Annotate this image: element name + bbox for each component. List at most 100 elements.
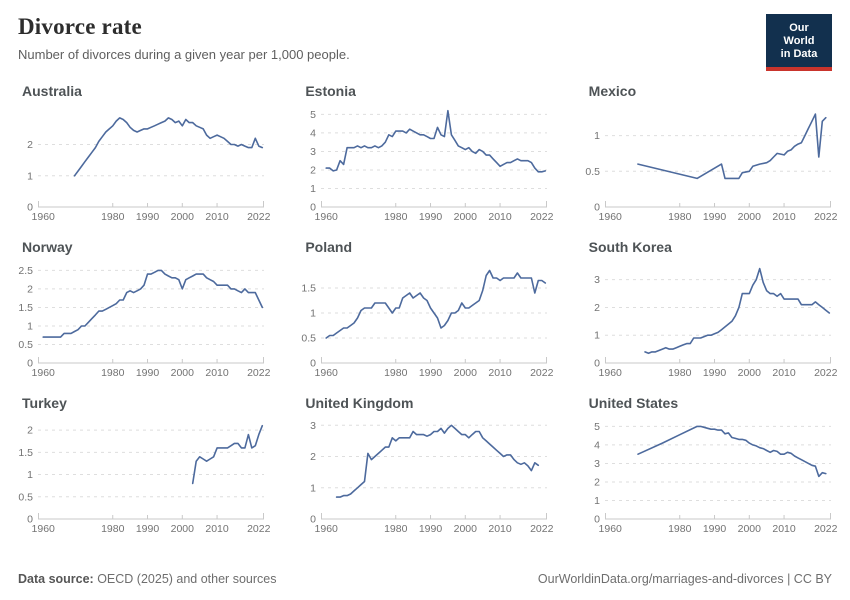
svg-text:2022: 2022 xyxy=(814,211,838,223)
svg-text:0: 0 xyxy=(594,514,600,526)
svg-text:2010: 2010 xyxy=(489,211,513,223)
svg-text:1990: 1990 xyxy=(419,523,443,535)
svg-text:1960: 1960 xyxy=(598,367,622,379)
svg-text:2000: 2000 xyxy=(454,523,478,535)
svg-text:2: 2 xyxy=(27,425,33,437)
chart-title: Norway xyxy=(22,239,73,255)
chart-title: Mexico xyxy=(588,83,637,99)
svg-text:1: 1 xyxy=(594,330,600,342)
owid-logo[interactable]: Our World in Data xyxy=(766,14,832,71)
svg-text:1960: 1960 xyxy=(32,523,56,535)
svg-text:2: 2 xyxy=(310,451,316,463)
svg-text:1980: 1980 xyxy=(101,367,125,379)
svg-text:3: 3 xyxy=(594,274,600,286)
svg-text:2022: 2022 xyxy=(814,367,838,379)
svg-text:0: 0 xyxy=(310,514,316,526)
attribution-link[interactable]: OurWorldinData.org/marriages-and-divorce… xyxy=(537,572,832,586)
line-chart: 0 1 2 3 4 5 1960 1980 1990 2000 2010 2022 xyxy=(594,421,837,535)
svg-text:0.5: 0.5 xyxy=(585,166,600,178)
svg-text:2010: 2010 xyxy=(772,211,796,223)
svg-text:0.5: 0.5 xyxy=(18,339,33,351)
svg-text:1: 1 xyxy=(310,308,316,320)
svg-text:2022: 2022 xyxy=(530,367,554,379)
svg-text:1.5: 1.5 xyxy=(18,447,33,459)
chart-title: South Korea xyxy=(588,239,672,255)
line-chart: 0 1 2 3 1960 1980 1990 2000 2010 2022 xyxy=(310,420,553,535)
svg-text:2: 2 xyxy=(310,164,316,176)
svg-text:0: 0 xyxy=(27,358,33,370)
svg-text:0: 0 xyxy=(310,202,316,214)
chart-cell-united-kingdom: United Kingdom 0 1 2 3 1960 1980 1990 2000 2010 2… xyxy=(295,395,554,537)
svg-text:1990: 1990 xyxy=(419,211,443,223)
svg-text:2010: 2010 xyxy=(772,367,796,379)
svg-text:3: 3 xyxy=(310,146,316,158)
svg-text:1980: 1980 xyxy=(101,211,125,223)
chart-title: Turkey xyxy=(22,395,67,411)
svg-text:1960: 1960 xyxy=(598,211,622,223)
svg-text:1990: 1990 xyxy=(419,367,443,379)
svg-text:4: 4 xyxy=(310,127,316,139)
header-titles: Divorce rate Number of divorces during a… xyxy=(18,14,350,62)
svg-text:2000: 2000 xyxy=(737,211,761,223)
svg-text:1: 1 xyxy=(594,130,600,142)
svg-text:1980: 1980 xyxy=(668,211,692,223)
svg-text:0: 0 xyxy=(594,202,600,214)
svg-text:2000: 2000 xyxy=(737,367,761,379)
svg-text:1990: 1990 xyxy=(136,211,160,223)
svg-text:1980: 1980 xyxy=(668,523,692,535)
svg-text:2022: 2022 xyxy=(247,211,271,223)
svg-text:1980: 1980 xyxy=(101,523,125,535)
line-chart: 0 1 2 3 4 5 1960 1980 1990 2000 2010 2022 xyxy=(310,109,553,223)
svg-text:2010: 2010 xyxy=(489,523,513,535)
svg-text:2: 2 xyxy=(594,302,600,314)
svg-text:2000: 2000 xyxy=(171,523,195,535)
line-chart: 0 0.5 1 1.5 2 2.5 1960 1980 1990 2000 2010 2022 xyxy=(18,265,270,379)
svg-text:1: 1 xyxy=(27,320,33,332)
svg-text:2010: 2010 xyxy=(489,367,513,379)
svg-text:1990: 1990 xyxy=(702,367,726,379)
charts-grid: Australia 0 1 2 1960 1980 1990 2000 2010 2022 Es… xyxy=(0,83,850,537)
svg-text:1: 1 xyxy=(27,469,33,481)
svg-text:2022: 2022 xyxy=(247,367,271,379)
svg-text:1.5: 1.5 xyxy=(302,283,317,295)
data-source-value: OECD (2025) and other sources xyxy=(93,572,277,586)
svg-text:1980: 1980 xyxy=(384,211,408,223)
svg-text:1960: 1960 xyxy=(315,367,339,379)
header: Divorce rate Number of divorces during a… xyxy=(0,0,850,71)
chart-title: Poland xyxy=(305,239,352,255)
svg-text:2.5: 2.5 xyxy=(18,265,33,277)
svg-text:2022: 2022 xyxy=(814,523,838,535)
svg-text:5: 5 xyxy=(594,421,600,433)
svg-text:0: 0 xyxy=(27,202,33,214)
svg-text:0.5: 0.5 xyxy=(18,491,33,503)
chart-cell-united-states: United States 0 1 2 3 4 5 1960 1980 1990 2000 2010… xyxy=(579,395,838,537)
svg-text:0: 0 xyxy=(27,514,33,526)
svg-text:5: 5 xyxy=(310,109,316,121)
svg-text:1980: 1980 xyxy=(384,367,408,379)
svg-text:1: 1 xyxy=(310,482,316,494)
data-source: Data source: OECD (2025) and other sourc… xyxy=(18,572,276,586)
svg-text:0: 0 xyxy=(594,358,600,370)
svg-text:1960: 1960 xyxy=(315,211,339,223)
chart-cell-mexico: Mexico 0 0.5 1 1960 1980 1990 2000 2010 2022 xyxy=(579,83,837,225)
svg-text:3: 3 xyxy=(310,420,316,432)
svg-text:0.5: 0.5 xyxy=(302,333,317,345)
chart-cell-estonia: Estonia 0 1 2 3 4 5 1960 1980 1990 2000 2010 2022 xyxy=(295,83,554,225)
svg-text:2010: 2010 xyxy=(772,523,796,535)
svg-text:2: 2 xyxy=(27,283,33,295)
chart-cell-poland: Poland 0 0.5 1 1.5 1960 1980 1990 2000 2010 2022 xyxy=(295,239,554,381)
svg-text:2: 2 xyxy=(594,476,600,488)
svg-text:1960: 1960 xyxy=(32,367,56,379)
svg-text:2000: 2000 xyxy=(171,367,195,379)
svg-text:1.5: 1.5 xyxy=(18,302,33,314)
svg-text:1990: 1990 xyxy=(136,367,160,379)
svg-text:2000: 2000 xyxy=(171,211,195,223)
svg-text:2000: 2000 xyxy=(454,211,478,223)
owid-logo-line1: Our World xyxy=(783,22,815,47)
svg-text:1960: 1960 xyxy=(32,211,56,223)
chart-title: Australia xyxy=(22,83,82,99)
line-chart: 0 1 2 3 1960 1980 1990 2000 2010 2022 xyxy=(594,267,837,379)
line-chart: 0 0.5 1 1.5 1960 1980 1990 2000 2010 2022 xyxy=(302,269,554,379)
line-chart: 0 0.5 1 1.5 2 1960 1980 1990 2000 2010 2022 xyxy=(18,425,270,535)
